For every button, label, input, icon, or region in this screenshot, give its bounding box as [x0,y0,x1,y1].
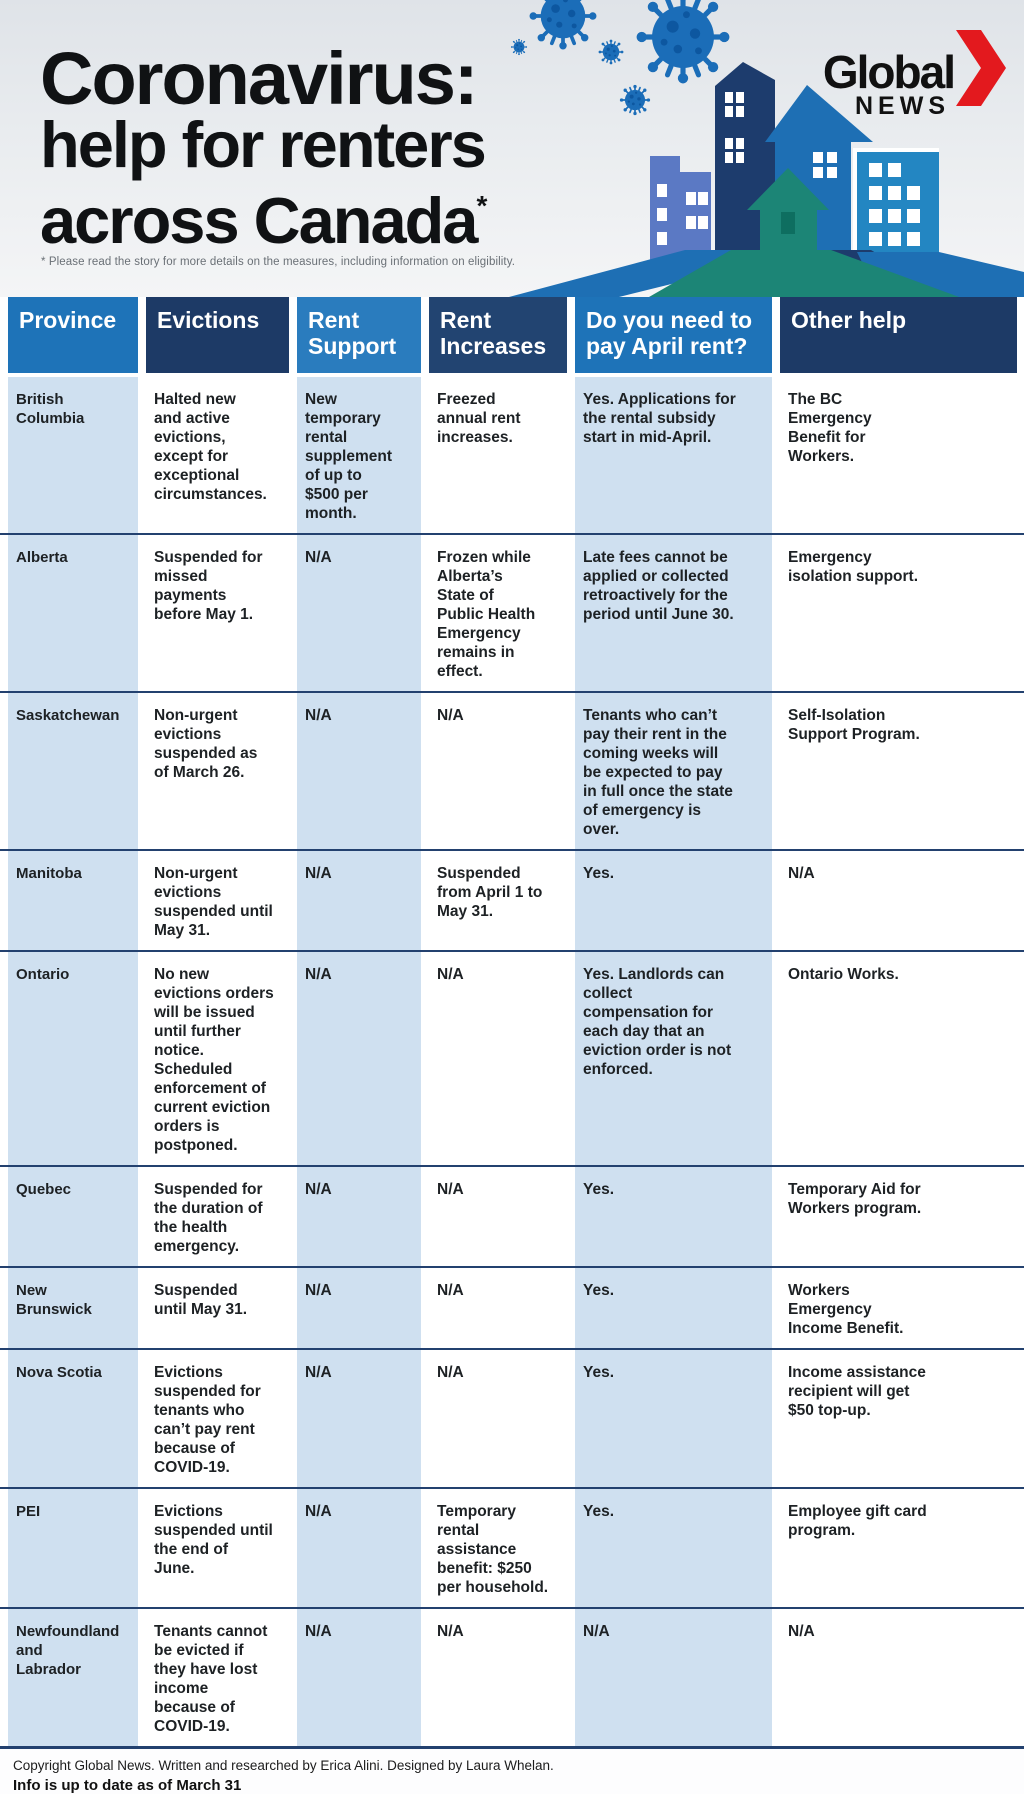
footer: Copyright Global News. Written and resea… [0,1749,1024,1794]
virus-cluster [510,0,730,116]
cell-manitoba-rent-increases: Suspended from April 1 to May 31. [429,851,567,950]
cell-pei-rent-support: N/A [297,1489,421,1607]
cell-alberta-april-rent: Late fees cannot be applied or collected… [575,535,772,691]
cell-nova-scotia-april-rent: Yes. [575,1350,772,1487]
table-row-quebec: Quebec Suspended for the duration of the … [0,1165,1024,1266]
cell-newfoundland-and-labrador-rent-support: N/A [297,1609,421,1746]
cell-ontario-rent-support: N/A [297,952,421,1165]
cell-alberta-other-help: Emergency isolation support. [780,535,1017,691]
table-row-nova-scotia: Nova Scotia Evictions suspended for tenan… [0,1348,1024,1487]
cell-pei-rent-increases: Temporary rental assistance benefit: $25… [429,1489,567,1607]
cell-pei-province: PEI [8,1489,138,1607]
cell-manitoba-evictions: Non-urgent evictions suspended until May… [146,851,289,950]
global-news-logo: Global NEWS [823,30,1006,120]
cell-newfoundland-and-labrador-province: Newfoundland and Labrador [8,1609,138,1746]
table-row-newfoundland-and-labrador: Newfoundland and Labrador Tenants cannot … [0,1607,1024,1746]
cell-quebec-rent-increases: N/A [429,1167,567,1266]
cell-british-columbia-rent-support: New temporary rental supplement of up to… [297,377,421,533]
column-header-rent-support: Rent Support [297,297,421,373]
cell-ontario-evictions: No new evictions orders will be issued u… [146,952,289,1165]
table-row-new-brunswick: New Brunswick Suspended until May 31. N/A N… [0,1266,1024,1348]
cell-british-columbia-evictions: Halted new and active evictions, except … [146,377,289,533]
cell-saskatchewan-april-rent: Tenants who can’t pay their rent in the … [575,693,772,849]
cell-nova-scotia-province: Nova Scotia [8,1350,138,1487]
info-date-text: Info is up to date as of March 31 [13,1777,242,1794]
cell-new-brunswick-province: New Brunswick [8,1268,138,1348]
title-line-1: Coronavirus: [40,37,479,120]
table-row-saskatchewan: Saskatchewan Non-urgent evictions suspend… [0,691,1024,849]
cell-new-brunswick-evictions: Suspended until May 31. [146,1268,289,1348]
cell-manitoba-other-help: N/A [780,851,1017,950]
cell-quebec-province: Quebec [8,1167,138,1266]
cell-new-brunswick-rent-support: N/A [297,1268,421,1348]
building-periwinkle [650,156,711,278]
cell-british-columbia-april-rent: Yes. Applications for the rental subsidy… [575,377,772,533]
cell-new-brunswick-april-rent: Yes. [575,1268,772,1348]
table-row-manitoba: Manitoba Non-urgent evictions suspended u… [0,849,1024,950]
column-header-april-rent: Do you need to pay April rent? [575,297,772,373]
cell-newfoundland-and-labrador-rent-increases: N/A [429,1609,567,1746]
cell-nova-scotia-rent-increases: N/A [429,1350,567,1487]
cell-nova-scotia-rent-support: N/A [297,1350,421,1487]
cell-manitoba-rent-support: N/A [297,851,421,950]
table-row-british-columbia: British Columbia Halted new and active ev… [0,377,1024,533]
cell-saskatchewan-province: Saskatchewan [8,693,138,849]
cell-nova-scotia-evictions: Evictions suspended for tenants who can’… [146,1350,289,1487]
city-skyline-illustration: .vs{stroke:var(--virus);} [509,0,1024,297]
cell-new-brunswick-rent-increases: N/A [429,1268,567,1348]
cell-manitoba-april-rent: Yes. [575,851,772,950]
cell-saskatchewan-rent-support: N/A [297,693,421,849]
cell-saskatchewan-rent-increases: N/A [429,693,567,849]
cell-manitoba-province: Manitoba [8,851,138,950]
table-row-ontario: Ontario No new evictions orders will be i… [0,950,1024,1165]
cell-british-columbia-rent-increases: Freezed annual rent increases. [429,377,567,533]
column-header-other-help: Other help [780,297,1017,373]
logo-wordmark-news: NEWS [855,92,950,120]
renters-help-table: British Columbia Halted new and active ev… [0,377,1024,1749]
cell-newfoundland-and-labrador-april-rent: N/A [575,1609,772,1746]
hero-section: .vs{stroke:var(--virus);} [0,0,1024,297]
cell-ontario-rent-increases: N/A [429,952,567,1165]
column-header-province: Province [8,297,138,373]
cell-quebec-evictions: Suspended for the duration of the health… [146,1167,289,1266]
cell-saskatchewan-other-help: Self-Isolation Support Program. [780,693,1017,849]
cell-quebec-april-rent: Yes. [575,1167,772,1266]
table-header-row: Province Evictions Rent Support Rent Increa… [0,297,1024,373]
cell-ontario-april-rent: Yes. Landlords can collect compensation … [575,952,772,1165]
table-row-alberta: Alberta Suspended for missed payments bef… [0,533,1024,691]
cell-ontario-other-help: Ontario Works. [780,952,1017,1165]
house-teal [747,168,829,297]
cell-pei-evictions: Evictions suspended until the end of Jun… [146,1489,289,1607]
table-row-pei: PEI Evictions suspended until the end of … [0,1487,1024,1607]
cell-nova-scotia-other-help: Income assistance recipient will get $50… [780,1350,1017,1487]
title-asterisk: * [476,190,488,221]
cell-quebec-other-help: Temporary Aid for Workers program. [780,1167,1017,1266]
title-footnote: * Please read the story for more details… [41,256,515,268]
title-line-2: help for renters [40,108,487,181]
cell-alberta-evictions: Suspended for missed payments before May… [146,535,289,691]
cell-ontario-province: Ontario [8,952,138,1165]
cell-british-columbia-province: British Columbia [8,377,138,533]
logo-red-chevron-icon [956,30,1006,106]
page-title: Coronavirus: help for renters across Can… [40,37,488,257]
cell-saskatchewan-evictions: Non-urgent evictions suspended as of Mar… [146,693,289,849]
column-header-evictions: Evictions [146,297,289,373]
copyright-text: Copyright Global News. Written and resea… [13,1758,554,1773]
logo-wordmark-global: Global [822,46,956,98]
cell-alberta-rent-increases: Frozen while Alberta’s State of Public H… [429,535,567,691]
cell-alberta-rent-support: N/A [297,535,421,691]
cell-quebec-rent-support: N/A [297,1167,421,1266]
cell-new-brunswick-other-help: Workers Emergency Income Benefit. [780,1268,1017,1348]
cell-pei-april-rent: Yes. [575,1489,772,1607]
title-line-3: across Canada* [40,184,488,257]
cell-british-columbia-other-help: The BC Emergency Benefit for Workers. [780,377,1017,533]
cell-alberta-province: Alberta [8,535,138,691]
cell-newfoundland-and-labrador-other-help: N/A [780,1609,1017,1746]
cell-newfoundland-and-labrador-evictions: Tenants cannot be evicted if they have l… [146,1609,289,1746]
cell-pei-other-help: Employee gift card program. [780,1489,1017,1607]
column-header-rent-increases: Rent Increases [429,297,567,373]
